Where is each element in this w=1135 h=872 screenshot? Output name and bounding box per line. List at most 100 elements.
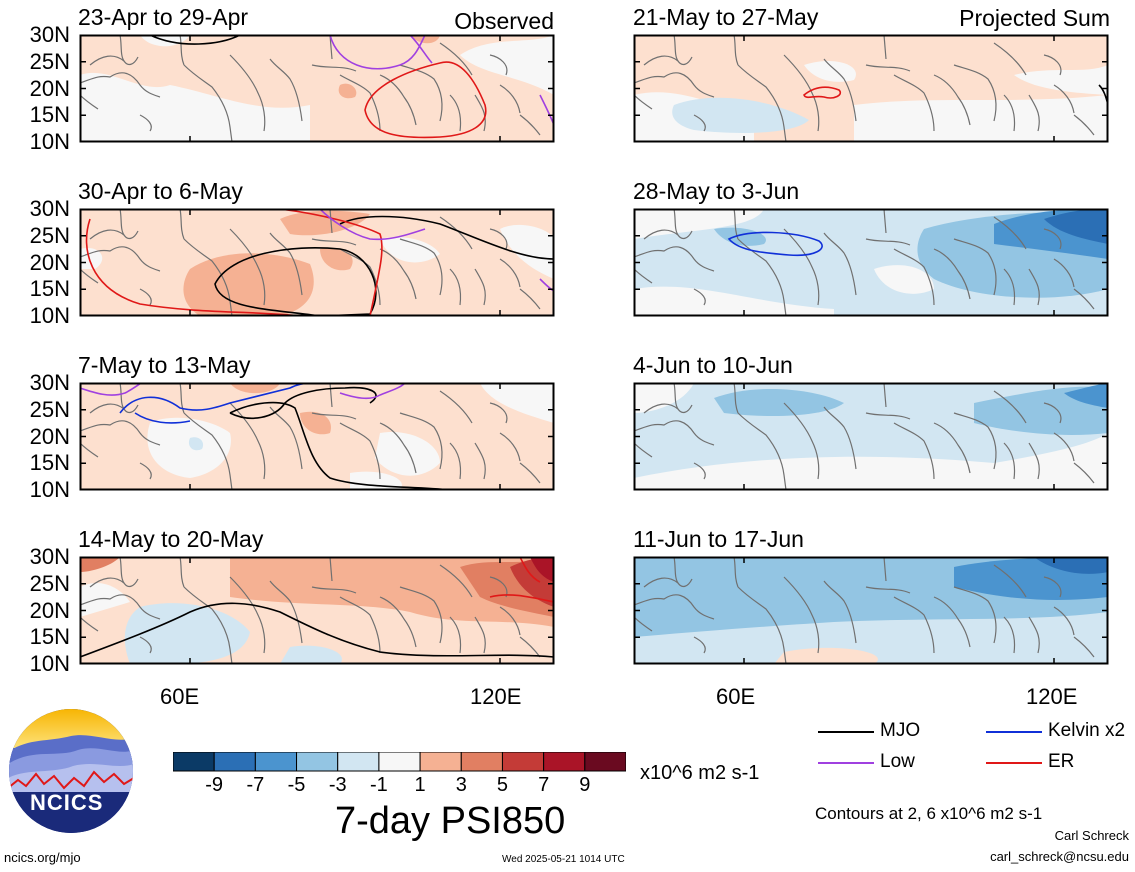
coastline [693,636,706,654]
colorbar-tick-label: 3 [455,774,467,796]
colorbar-box [501,752,545,772]
coastline [1073,114,1095,136]
contour-er [85,218,301,316]
colorbar-box [419,752,462,772]
coastline [399,238,443,296]
coastline [80,594,161,620]
colorbar-box [543,752,586,772]
shading-region [280,210,370,236]
colorbar-box [254,752,298,772]
coastline [311,64,357,72]
coastline [80,94,99,110]
coastline [449,616,462,654]
coastline [693,288,706,306]
shading-region [280,645,342,664]
coastline [399,64,443,122]
legend-swatch-mjo [818,731,874,733]
coastline [1073,462,1095,484]
coastline [269,232,303,296]
lon-label-60e: 60E [716,684,756,709]
colorbar-box [460,752,503,772]
coastline [634,94,653,110]
coastline [823,58,857,122]
shading-region [80,582,130,617]
coastline [139,114,152,132]
colorbar-box [584,752,626,772]
shading-region [530,557,554,582]
coastline [399,586,443,644]
legend-swatch-er [986,762,1042,764]
coastline [733,383,739,414]
colorbar-tick-label: 5 [496,774,509,796]
coastline [933,74,971,126]
coastline [449,94,462,132]
lat-label: 15N [29,624,70,650]
coastline [823,406,857,470]
panel-title: 14-May to 20-May [78,526,264,552]
coastline [339,596,381,654]
colorbar-tick-label: -7 [246,774,265,796]
coastline [519,636,541,658]
colorbar [173,752,626,772]
coastline [269,406,303,470]
coastline [119,35,125,62]
coastline [519,114,541,136]
colorbar-box [378,752,421,772]
shading-region [634,433,1108,490]
coastline [1053,606,1075,636]
coastline [379,596,417,648]
coastline [474,616,486,654]
coastline [80,246,161,272]
coastline [1043,54,1062,76]
coastline [634,442,653,458]
shading-region [634,209,764,239]
coastline [474,268,486,306]
site-url: ncics.org/mjo [4,850,81,865]
coastline [953,586,997,644]
coastline [439,42,473,76]
panel-title: 21-May to 27-May [633,4,819,30]
coastline [883,557,887,582]
contour-er [803,86,842,99]
coastline [933,596,971,648]
coastline [119,557,125,584]
panel-title: 11-Jun to 17-Jun [633,526,804,552]
coastline [179,209,185,240]
contour-low [319,209,426,241]
coastline [1028,94,1040,132]
shading-region [634,286,834,316]
coastline [1003,268,1016,306]
contour-er [519,557,541,583]
coastline [183,238,233,316]
coastline [499,432,521,462]
shading-region [320,247,353,271]
coastline [139,288,152,306]
map-panel-projected-1 [633,34,1109,143]
coastline [311,238,357,246]
colorbar-box [173,752,215,772]
shading-region [350,471,402,490]
colorbar-box [213,752,256,772]
coastline [737,586,787,664]
coastline [499,258,521,288]
legend-swatch-low [818,762,874,764]
shading-region [410,35,440,44]
coastline [1028,268,1040,306]
coastline [489,228,508,250]
lat-label: 25N [29,48,70,74]
author: Carl Schreck [1054,828,1129,843]
coastline [865,586,911,594]
coastline [119,383,125,410]
panel-title: 30-Apr to 6-May [78,178,243,204]
coastline [783,402,820,480]
contour-er [279,209,383,316]
shading-region [80,72,310,142]
coastline [737,238,787,316]
coastline [339,74,381,132]
shading-region [1044,209,1108,244]
shading-region [80,248,103,269]
coastline [993,390,1027,424]
lat-label: 15N [29,102,70,128]
map-panel-projected-2 [633,208,1109,317]
